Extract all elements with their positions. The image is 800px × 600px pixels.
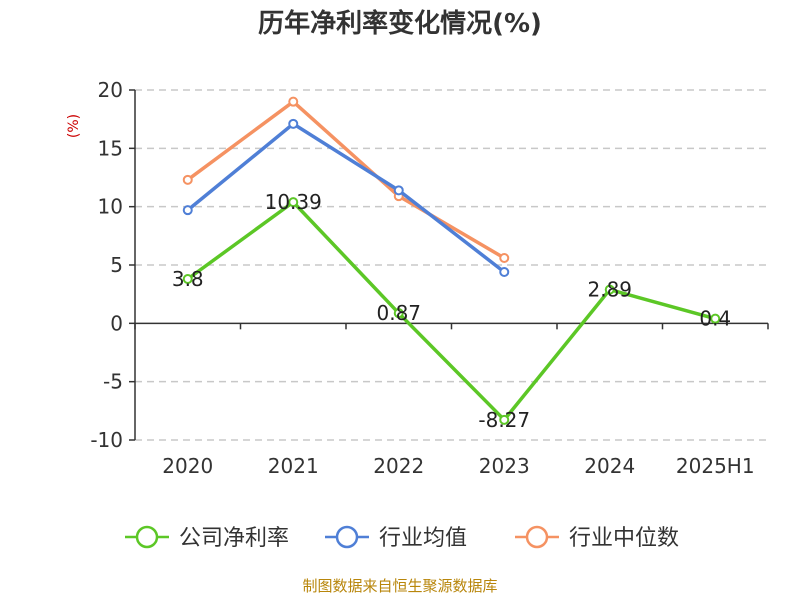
series-line-2 [186,99,506,260]
legend-marker [525,525,549,549]
legend: 公司净利率 行业均值 行业中位数 [125,525,679,551]
y-axis-label: (%) [66,114,82,138]
legend-item[interactable]: 行业中位数 [515,525,679,551]
series-lines [182,96,721,425]
data-label: 10.39 [265,190,322,214]
legend-item[interactable]: 行业均值 [325,525,467,551]
y-axis-ticks: 20 15 10 5 0 -5 -10 [90,78,136,452]
x-tick-label: 2020 [162,454,213,478]
data-point [182,274,193,284]
data-label: 0.87 [376,301,421,325]
data-point [710,313,721,324]
data-point [499,414,510,425]
data-point [393,185,404,196]
data-label: 2.89 [587,278,632,302]
legend-label: 行业均值 [379,526,467,551]
data-labels: 3.8 10.39 0.87 -8.27 2.89 0.4 [172,190,731,432]
x-tick-label: 2023 [479,454,530,478]
legend-label: 行业中位数 [569,526,679,551]
y-tick-label: 0 [110,311,123,335]
x-tick-label: 2022 [373,454,424,478]
data-label: 3.8 [172,267,204,291]
data-point [288,197,299,208]
data-point [182,174,193,185]
legend-label: 公司净利率 [179,526,289,551]
data-label: 0.4 [699,307,731,331]
source-note: 制图数据来自恒生聚源数据库 [302,577,497,595]
y-tick-label: -5 [103,370,123,394]
x-tick-label: 2021 [268,454,319,478]
y-tick-label: -10 [90,428,123,452]
legend-marker [135,525,159,549]
y-tick-label: 5 [110,253,123,277]
chart-title: 历年净利率变化情况(%) [258,8,542,39]
data-point [182,205,193,216]
data-label: -8.27 [478,408,530,432]
data-point [604,284,615,295]
series-line-0 [186,200,716,422]
legend-marker [335,525,359,549]
data-point [288,96,299,107]
x-axis: 2020 2021 2022 2023 2024 2025H1 [134,322,769,478]
data-point [499,267,510,277]
data-point [288,118,299,129]
data-point [393,308,404,319]
legend-item[interactable]: 公司净利率 [125,525,289,551]
x-tick-label: 2025H1 [676,454,755,478]
data-point [499,253,510,263]
series-line-1 [186,122,506,274]
y-tick-label: 15 [98,136,123,160]
y-tick-label: 10 [98,195,123,219]
grid-lines [135,89,768,441]
y-tick-label: 20 [98,78,123,102]
x-tick-label: 2024 [584,454,635,478]
